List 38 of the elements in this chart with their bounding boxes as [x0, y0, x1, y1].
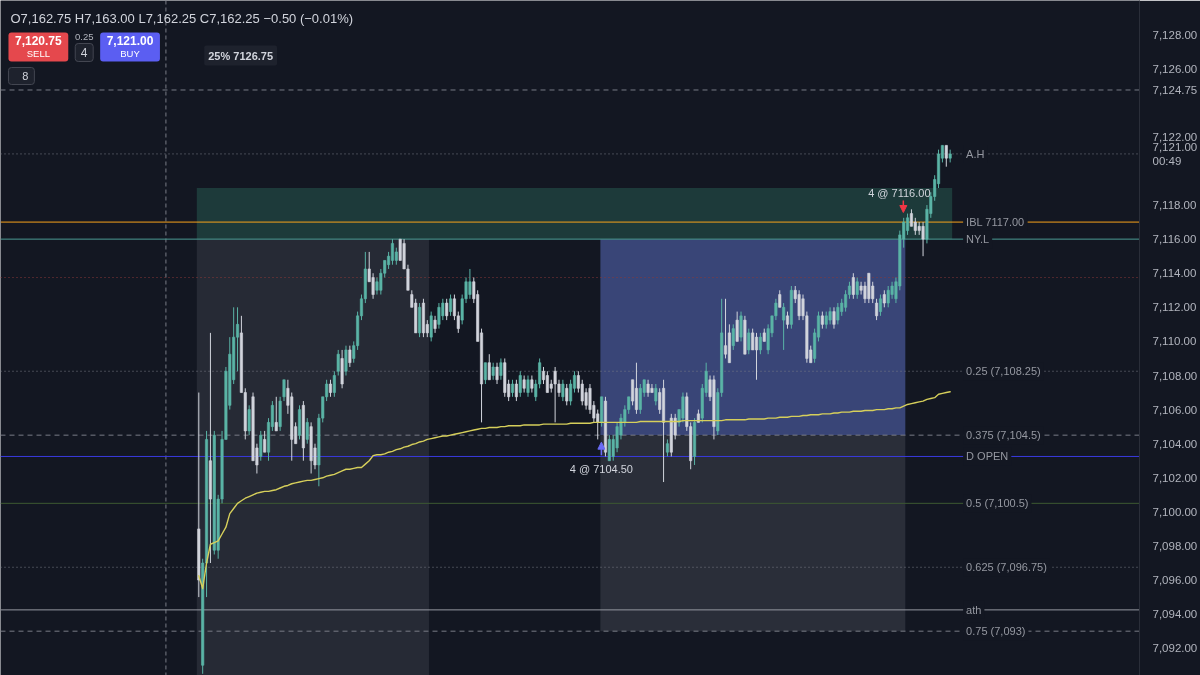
y-tick-label: 7,096.00	[1152, 574, 1198, 587]
y-tick-label: 7,100.00	[1152, 505, 1198, 518]
ref-line-label: 0.25 (7,108.25)	[966, 365, 1041, 378]
ref-line-label: IBL 7117.00	[966, 216, 1025, 229]
ref-line-label: A.H	[966, 147, 985, 160]
y-tick-label: 7,108.00	[1152, 369, 1198, 382]
y-tick-label: 7,110.00	[1152, 335, 1197, 348]
y-tick-label: 7,128.00	[1152, 28, 1198, 41]
text: 8	[22, 69, 29, 82]
y-tick-label: 7,102.00	[1152, 471, 1198, 484]
text: 0.25	[74, 30, 94, 42]
y-tick-label: 7,126.00	[1152, 62, 1198, 75]
y-tick-label: 7,104.00	[1152, 437, 1198, 450]
y-tick-label: 7,106.00	[1152, 403, 1198, 416]
text: 7,121.00	[106, 34, 154, 48]
y-tick-label: 7,092.00	[1152, 642, 1198, 655]
text: SELL	[26, 48, 50, 59]
text: O7,162.75 H7,163.00 L7,162.25 C7,162.25 −0.50 (−0.01%)	[10, 11, 354, 26]
y-tick-label: 7,112.00	[1152, 301, 1197, 314]
ref-line-label: D OPEN	[966, 450, 1009, 463]
y-tick-label: 7,124.75	[1152, 83, 1198, 96]
text: 7,120.75	[15, 34, 63, 48]
y-tick-label: 7,118.00	[1152, 199, 1197, 212]
y-tick-label: 7,116.00	[1152, 233, 1197, 246]
y-tick-label: 7,098.00	[1152, 539, 1198, 552]
ref-line-label: ath	[966, 603, 982, 616]
ref-line-label: 0.625 (7,096.75)	[966, 561, 1047, 574]
y-tick-label: 7,094.00	[1152, 608, 1198, 621]
ref-line-label: 0.5 (7,100.5)	[966, 497, 1029, 510]
y-tick-label: 7,114.00	[1152, 267, 1197, 280]
ref-line-label: 0.375 (7,104.5)	[966, 429, 1041, 442]
text: BUY	[120, 48, 141, 59]
annotation: 4 @ 7104.50	[569, 463, 633, 476]
text: 4	[80, 46, 88, 60]
annotation: 25% 7126.75	[208, 49, 274, 62]
ref-line-label: NY.L	[966, 233, 990, 246]
ref-line-label: 0.75 (7,093)	[966, 625, 1026, 638]
annotation: 4 @ 7116.00	[868, 186, 931, 199]
